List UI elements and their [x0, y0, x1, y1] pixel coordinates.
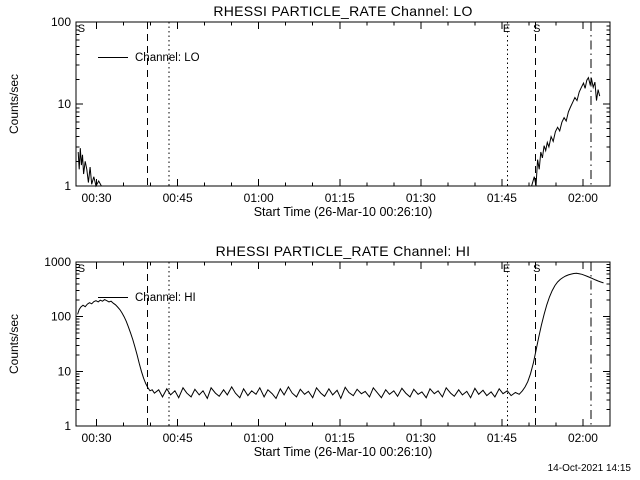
event-marker-letter: S	[78, 23, 85, 35]
event-marker-letter: E	[503, 263, 510, 275]
plot-border	[75, 21, 611, 187]
x-tick-label: 00:45	[163, 191, 193, 205]
x-tick-label: 01:15	[325, 191, 355, 205]
chart-lo: 00:30 00:45 01:00 01:15 01:30 01:45 02:00 1 10 10…	[51, 15, 611, 205]
series-line	[77, 272, 604, 400]
y-axis-label-hi: Counts/sec	[7, 313, 21, 375]
event-marker-letter: S	[533, 23, 540, 35]
event-marker-letter: E	[503, 23, 510, 35]
y-axis-label-lo: Counts/sec	[7, 73, 21, 135]
series-line	[77, 76, 601, 188]
plot-border	[75, 261, 611, 427]
legend-label-lo: Channel: LO	[135, 52, 200, 64]
legend-label-hi: Channel: HI	[135, 292, 196, 304]
x-tick-label: 01:00	[244, 191, 274, 205]
x-tick-label: 02:00	[568, 191, 598, 205]
x-tick-label: 00:30	[82, 431, 112, 445]
panel-channel-lo: 00:30 00:45 01:00 01:15 01:30 01:45 02:00 1 10 10…	[7, 3, 611, 219]
chart-hi: 00:30 00:45 01:00 01:15 01:30 01:45 02:00 1 10 10…	[44, 255, 611, 445]
y-tick-label: 10	[58, 364, 72, 378]
x-axis-label-lo: Start Time (26-Mar-10 00:26:10)	[253, 205, 433, 219]
event-marker-letter: S	[533, 263, 540, 275]
x-tick-label: 01:00	[244, 431, 274, 445]
creation-timestamp: 14-Oct-2021 14:15	[547, 463, 631, 474]
chart-title-hi: RHESSI PARTICLE_RATE Channel: HI	[215, 243, 471, 259]
x-tick-label: 00:30	[82, 191, 112, 205]
y-tick-label: 1	[64, 179, 71, 193]
x-tick-label: 01:45	[487, 191, 517, 205]
x-tick-label: 02:00	[568, 431, 598, 445]
legend-line-sample-lo	[98, 57, 128, 59]
legend-lo: Channel: LO	[98, 52, 200, 64]
y-tick-label: 100	[51, 310, 71, 324]
y-tick-label: 10	[58, 97, 72, 111]
x-tick-label: 01:30	[406, 431, 436, 445]
panel-channel-hi: 00:30 00:45 01:00 01:15 01:30 01:45 02:00 1 10 10…	[0, 240, 640, 480]
y-tick-label: 1	[64, 419, 71, 433]
y-tick-label: 1000	[44, 255, 71, 269]
legend-hi: Channel: HI	[98, 292, 196, 304]
x-tick-label: 00:45	[163, 431, 193, 445]
event-marker-letter: S	[78, 263, 85, 275]
x-tick-label: 01:30	[406, 191, 436, 205]
x-tick-label: 01:45	[487, 431, 517, 445]
x-tick-label: 01:15	[325, 431, 355, 445]
legend-line-sample-hi	[98, 297, 128, 299]
y-tick-label: 100	[51, 15, 71, 29]
chart-title-lo: RHESSI PARTICLE_RATE Channel: LO	[213, 3, 473, 19]
x-axis-label-hi: Start Time (26-Mar-10 00:26:10)	[253, 445, 433, 459]
